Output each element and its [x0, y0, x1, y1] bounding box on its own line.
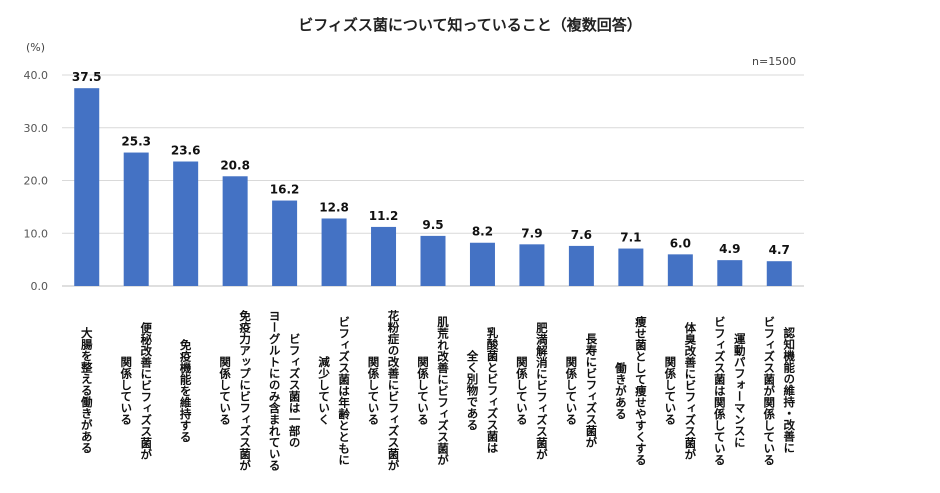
y-tick-label: 10.0: [24, 227, 49, 240]
x-tick-label: 長寿にビフィズス菌が 関係している: [564, 333, 599, 448]
x-tick-label: 運動パフォーマンスに ビフィズス菌は関係している: [712, 315, 747, 466]
x-tick-label: 痩せ菌として痩せやすくする 働きがある: [613, 315, 648, 466]
data-label: 9.5: [422, 218, 443, 232]
y-tick-label: 0.0: [31, 280, 49, 293]
x-tick-label: ビフィズス菌は年齢とともに 減少していく: [317, 315, 352, 466]
data-label: 7.9: [521, 226, 542, 240]
data-label: 7.6: [571, 228, 592, 242]
x-tick-label: ビフィズス菌は一部の ヨーグルトにのみ含まれている: [267, 310, 302, 471]
x-tick-label: 肌荒れ改善にビフィズス菌が 関係している: [416, 315, 450, 466]
x-tick-label: 認知機能の維持・改善に ビフィズス菌が関係している: [762, 315, 797, 466]
bar: [519, 244, 545, 286]
data-label: 37.5: [72, 70, 102, 84]
x-tick-label: 大腸を整える働きがある: [79, 327, 94, 454]
data-label: 4.7: [769, 243, 790, 257]
bar: [717, 260, 743, 286]
bar: [173, 161, 199, 286]
bar: [420, 235, 446, 286]
bar: [618, 248, 644, 286]
bar: [222, 176, 248, 286]
bar: [469, 242, 495, 286]
sample-size-note: n=1500: [752, 55, 797, 68]
data-label: 11.2: [369, 209, 399, 223]
data-label: 25.3: [121, 135, 151, 149]
bar: [766, 261, 792, 286]
bar: [74, 88, 100, 286]
bar: [321, 218, 347, 286]
data-label: 16.2: [270, 183, 300, 197]
x-tick-label: 免疫力アップにビフィズス菌が 関係している: [218, 310, 253, 471]
x-tick-label: 乳酸菌とビフィズス菌は 全く別物である: [465, 327, 500, 454]
x-tick-label: 便秘改善にビフィズス菌が 関係している: [119, 321, 154, 460]
y-tick-label: 30.0: [24, 122, 49, 135]
data-label: 4.9: [719, 242, 740, 256]
y-axis-unit: (%): [26, 41, 46, 54]
data-label: 20.8: [220, 158, 250, 172]
data-label: 7.1: [620, 231, 641, 245]
y-tick-label: 20.0: [24, 175, 49, 188]
chart-title: ビフィズス菌について知っていること（複数回答）: [298, 16, 642, 34]
bar: [667, 254, 693, 286]
x-tick-label: 花粉症の改善にビフィズス菌が 関係している: [366, 310, 401, 471]
x-tick-label: 肥満解消にビフィズス菌が 関係している: [514, 321, 549, 460]
bar: [272, 200, 298, 286]
x-tick-label: 体臭改善にビフィズス菌が 関係している: [663, 321, 698, 460]
bar: [123, 152, 149, 286]
data-label: 6.0: [670, 236, 691, 250]
x-tick-label: 免疫機能を維持する: [178, 338, 193, 443]
data-label: 23.6: [171, 144, 201, 158]
bar: [568, 245, 594, 286]
y-tick-label: 40.0: [24, 69, 49, 82]
bar: [371, 226, 397, 286]
data-label: 8.2: [472, 225, 493, 239]
data-label: 12.8: [319, 200, 349, 214]
